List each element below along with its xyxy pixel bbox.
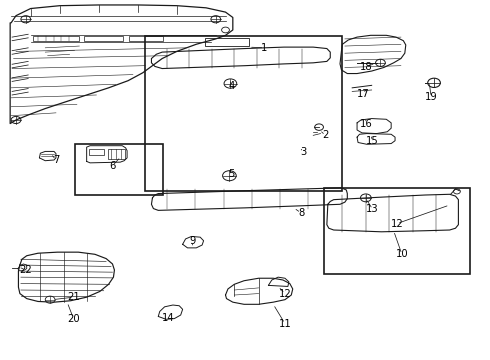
Text: 20: 20	[67, 314, 80, 324]
Bar	[129, 36, 163, 41]
Text: 21: 21	[67, 292, 80, 302]
Text: 5: 5	[228, 168, 235, 179]
Text: 8: 8	[298, 208, 304, 218]
Text: 12: 12	[279, 289, 292, 298]
Bar	[84, 36, 123, 41]
Bar	[75, 144, 163, 195]
Bar	[324, 188, 470, 274]
Text: 7: 7	[53, 155, 59, 165]
Text: 6: 6	[109, 161, 116, 171]
Text: 22: 22	[20, 265, 32, 275]
Text: 9: 9	[189, 237, 196, 247]
Text: 1: 1	[261, 43, 268, 53]
Bar	[205, 38, 249, 46]
Text: 13: 13	[367, 204, 379, 214]
Text: 4: 4	[228, 81, 235, 91]
Text: 19: 19	[425, 92, 438, 102]
Text: 12: 12	[391, 219, 403, 229]
Bar	[145, 36, 343, 192]
Bar	[108, 149, 124, 158]
Text: 17: 17	[357, 89, 369, 99]
Text: 16: 16	[360, 118, 372, 129]
Bar	[89, 149, 104, 155]
Text: 11: 11	[279, 319, 292, 329]
Text: 2: 2	[322, 130, 329, 140]
Bar	[33, 36, 79, 41]
Text: 18: 18	[360, 63, 372, 72]
Text: 10: 10	[395, 249, 408, 259]
Text: 3: 3	[300, 147, 307, 157]
Text: 15: 15	[367, 136, 379, 147]
Text: 14: 14	[162, 312, 174, 323]
